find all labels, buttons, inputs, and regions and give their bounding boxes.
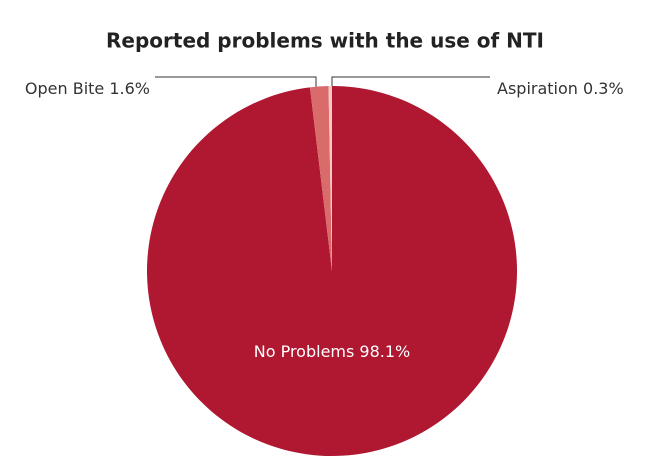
leader-line (155, 76, 317, 91)
label-name: Aspiration (497, 79, 578, 98)
label-value: 98.1% (359, 342, 410, 361)
chart-title: Reported problems with the use of NTI (106, 29, 544, 53)
pie (146, 86, 517, 456)
label-value: 1.6% (109, 79, 150, 98)
slice-label: No Problems 98.1% (254, 342, 411, 361)
pie-slice (328, 86, 332, 271)
label-name: Open Bite (25, 79, 104, 98)
slice-label: Open Bite 1.6% (25, 79, 150, 98)
slice-label: Aspiration 0.3% (497, 79, 624, 98)
label-value: 0.3% (583, 79, 624, 98)
label-name: No Problems (254, 342, 355, 361)
pie-slice (309, 86, 332, 271)
